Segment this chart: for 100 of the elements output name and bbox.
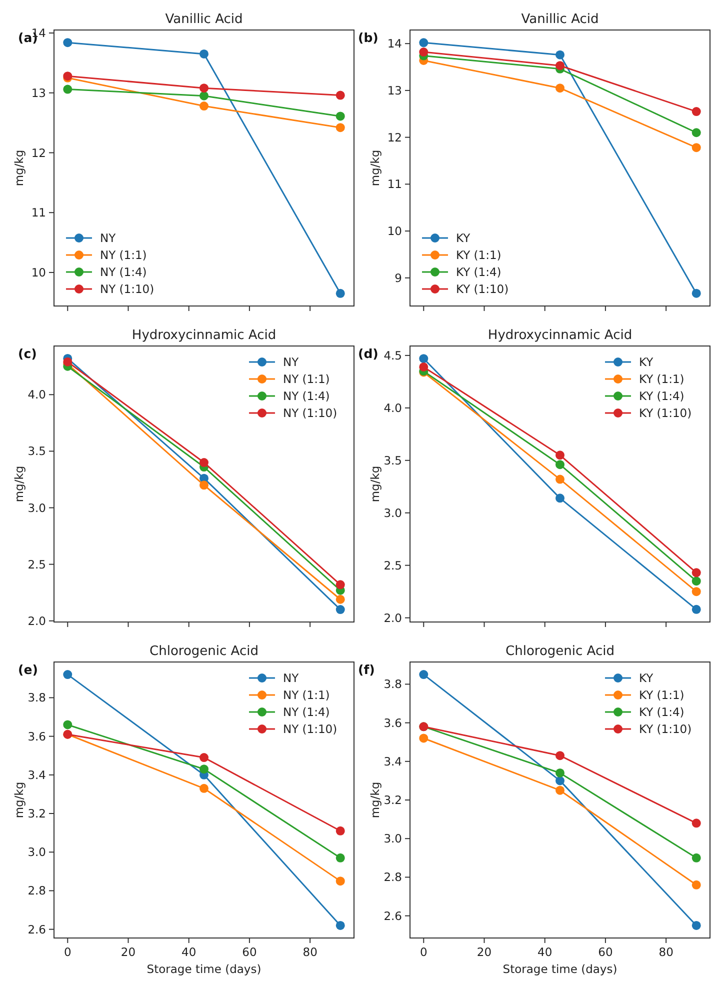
- point: [336, 853, 345, 862]
- point: [556, 768, 564, 778]
- x-tick-label: 0: [420, 945, 428, 959]
- point: [556, 776, 564, 786]
- point: [692, 853, 701, 862]
- y-tick-label: 3.4: [28, 768, 46, 782]
- point: [692, 818, 701, 828]
- point: [336, 90, 345, 100]
- y-tick-label: 4.0: [384, 400, 402, 415]
- y-tick-label: 2.8: [384, 870, 402, 884]
- point: [200, 49, 208, 58]
- point: [692, 920, 701, 930]
- x-tick-label: 40: [182, 945, 196, 959]
- legend-label: NY: [283, 355, 300, 370]
- point: [692, 576, 701, 586]
- point: [200, 102, 208, 111]
- text: (c): [18, 346, 37, 361]
- point: [63, 84, 72, 94]
- y-tick-label: 3.0: [28, 500, 46, 515]
- legend-label: NY: [283, 671, 300, 686]
- point: [63, 38, 72, 48]
- text: (d): [358, 346, 378, 361]
- legend-label: KY (1:10): [456, 282, 509, 296]
- point: [63, 720, 72, 730]
- point: [336, 876, 345, 886]
- y-tick-label: 11: [31, 206, 46, 220]
- chart-title: Chlorogenic Acid: [150, 644, 258, 659]
- text: (b): [358, 30, 378, 45]
- point: [556, 494, 564, 503]
- y-tick-label: 2.0: [28, 614, 46, 628]
- y-axis-title: mg/kg: [368, 466, 382, 502]
- legend-label: NY (1:4): [283, 389, 330, 404]
- point: [556, 460, 564, 470]
- y-tick-label: 2.0: [384, 610, 402, 625]
- point: [336, 826, 345, 836]
- point: [692, 288, 701, 298]
- y-tick-label: 13: [387, 83, 402, 98]
- point: [556, 751, 564, 760]
- point: [692, 128, 701, 138]
- legend-label: KY (1:10): [639, 406, 692, 420]
- y-tick-label: 4.5: [384, 348, 402, 362]
- text: (e): [18, 662, 38, 677]
- y-tick-label: 12: [31, 146, 46, 160]
- y-tick-label: 3.8: [28, 690, 46, 705]
- point: [200, 784, 208, 793]
- point: [200, 753, 208, 762]
- point: [556, 61, 564, 70]
- y-tick-label: 3.5: [384, 453, 402, 468]
- y-tick-label: 2.6: [384, 908, 402, 923]
- point: [419, 734, 428, 743]
- y-axis-title: mg/kg: [368, 782, 382, 818]
- y-axis-title: mg/kg: [12, 782, 26, 818]
- point: [419, 38, 428, 48]
- y-tick-label: 10: [387, 224, 402, 238]
- x-tick-label: 20: [120, 945, 136, 959]
- legend-label: NY (1:10): [283, 406, 338, 420]
- point: [63, 670, 72, 680]
- y-tick-label: 3.0: [28, 845, 46, 860]
- y-tick-label: 3.5: [28, 444, 46, 458]
- y-axis-title: mg/kg: [12, 466, 26, 502]
- legend-label: NY: [100, 231, 117, 246]
- y-tick-label: 3.2: [28, 806, 46, 821]
- point: [692, 568, 701, 578]
- y-tick-label: 3.6: [384, 716, 402, 730]
- y-tick-label: 3.6: [28, 729, 46, 744]
- legend-label: KY: [639, 671, 654, 686]
- point: [63, 357, 72, 366]
- y-tick-label: 13: [31, 86, 46, 100]
- legend-label: KY (1:1): [639, 372, 684, 386]
- point: [336, 112, 345, 121]
- legend-label: NY (1:1): [100, 248, 147, 262]
- y-tick-label: 3.4: [384, 754, 402, 768]
- y-tick-label: 9: [394, 270, 402, 285]
- x-axis-title: Storage time (days): [146, 962, 262, 976]
- y-tick-label: 11: [387, 177, 402, 192]
- point: [556, 786, 564, 795]
- chart-title: Chlorogenic Acid: [506, 644, 614, 659]
- legend-label: KY (1:1): [456, 248, 502, 262]
- legend-label: NY (1:10): [100, 282, 154, 296]
- legend-label: KY (1:1): [639, 688, 684, 702]
- legend-label: NY (1:1): [283, 372, 330, 386]
- point: [336, 920, 345, 930]
- legend-label: NY (1:4): [100, 265, 147, 280]
- legend-label: KY (1:10): [639, 722, 692, 736]
- point: [336, 288, 345, 298]
- legend-label: KY (1:4): [639, 705, 684, 720]
- y-tick-label: 2.8: [28, 884, 46, 898]
- legend-label: KY: [639, 355, 654, 370]
- x-tick-label: 0: [64, 945, 72, 959]
- y-tick-label: 14: [387, 36, 402, 51]
- x-tick-label: 80: [658, 945, 674, 959]
- point: [200, 458, 208, 468]
- point: [556, 474, 564, 484]
- point: [556, 450, 564, 460]
- legend-label: NY (1:4): [283, 705, 330, 720]
- y-tick-label: 2.6: [28, 922, 46, 936]
- legend-label: KY: [456, 231, 472, 246]
- chart-title: Hydroxycinnamic Acid: [132, 328, 276, 343]
- text: (f): [358, 662, 375, 677]
- y-tick-label: 3.2: [384, 793, 402, 808]
